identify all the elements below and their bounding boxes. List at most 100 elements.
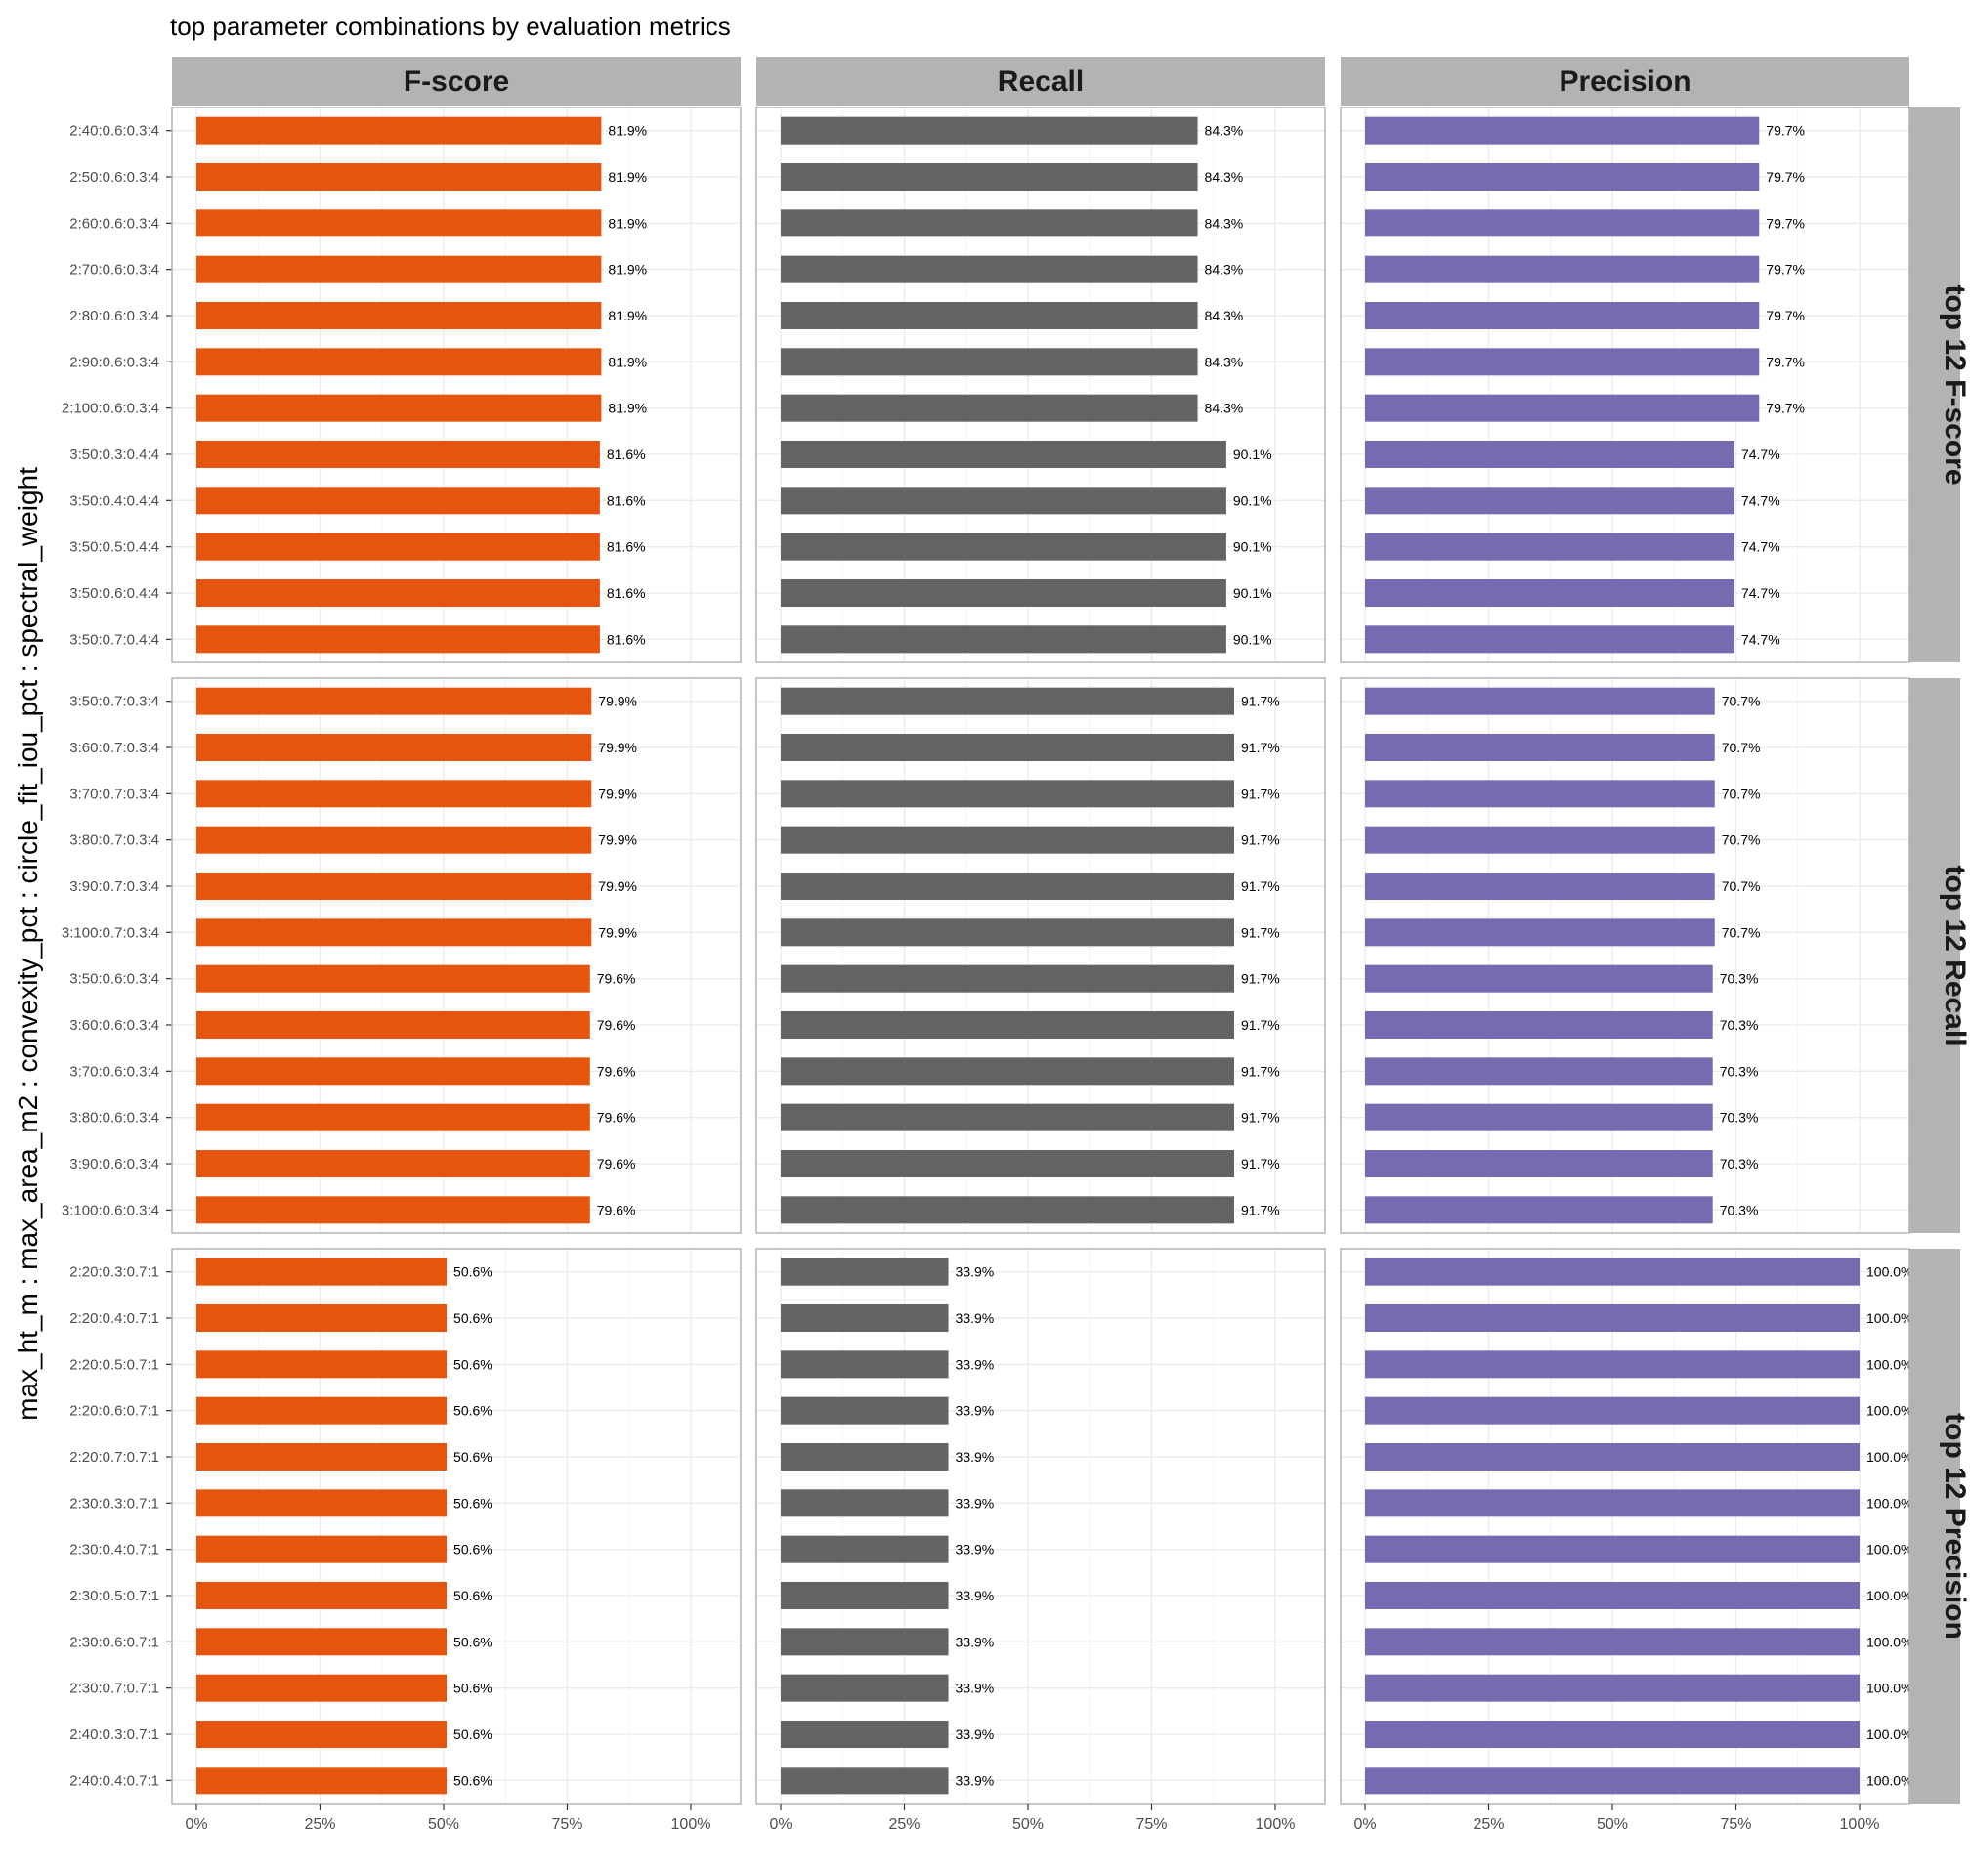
bar-value-label: 90.1% [1233,631,1272,647]
y-tick-label: 3:50:0.4:0.4:4 [69,492,159,509]
bar [781,1304,949,1332]
x-tick-label: 50% [1012,1816,1044,1833]
panel-border [171,677,742,1234]
bar [781,1535,949,1563]
bar [781,1103,1235,1131]
bar-value-label: 33.9% [956,1310,995,1326]
bar-value-label: 90.1% [1233,447,1272,462]
bar [1365,964,1713,993]
y-tick-label: 2:80:0.6:0.3:4 [69,308,159,324]
bar [1365,734,1715,761]
bar [196,734,592,761]
y-tick-label: 2:40:0.4:0.7:1 [69,1772,159,1789]
row-strip-overlay-label: top 12 Recall [1939,865,1970,1045]
y-tick-label: 2:50:0.6:0.3:4 [69,169,159,186]
bar-value-label: 79.6% [597,971,636,987]
bar [196,1628,448,1656]
bar [1365,826,1715,854]
bar [1365,1582,1860,1609]
bar-value-label: 84.3% [1205,169,1244,185]
panel-background [1341,1249,1909,1804]
bar [196,1674,448,1702]
bar [196,1258,448,1286]
y-tick-label: 2:20:0.5:0.7:1 [69,1356,159,1373]
panel-border [755,1248,1326,1805]
chart-title: top parameter combinations by evaluation… [170,12,731,41]
bar [196,1350,448,1379]
bar-value-label: 100.0% [1866,1403,1912,1419]
bar-value-label: 91.7% [1241,786,1280,801]
bar-value-label: 79.9% [598,694,637,709]
y-tick-label: 3:50:0.6:0.3:4 [69,971,159,988]
x-tick-label: 0% [769,1816,792,1833]
bar-value-label: 74.7% [1741,447,1780,462]
bar [1365,1304,1860,1332]
y-tick-label: 2:60:0.6:0.3:4 [69,215,159,232]
y-tick-label: 2:30:0.6:0.7:1 [69,1634,159,1650]
bar [1365,302,1760,329]
bar-value-label: 91.7% [1241,1156,1280,1172]
y-tick-label: 3:80:0.6:0.3:4 [69,1110,159,1127]
bar-value-label: 33.9% [956,1727,995,1742]
y-tick-label: 3:70:0.6:0.3:4 [69,1063,159,1080]
bar [196,348,602,376]
bar [781,1057,1235,1086]
bar-value-label: 79.9% [598,924,637,940]
y-tick-label: 2:20:0.6:0.7:1 [69,1403,159,1420]
bar-value-label: 100.0% [1866,1449,1912,1465]
bar [1365,1489,1860,1517]
bar-value-label: 50.6% [453,1681,492,1696]
bar [781,734,1235,761]
bar-value-label: 33.9% [956,1449,995,1465]
y-tick-label: 3:100:0.6:0.3:4 [62,1202,159,1218]
bar [196,1489,448,1517]
bar [196,487,600,515]
bar-value-label: 79.9% [598,786,637,801]
bar [1365,1258,1860,1286]
bar [1365,1628,1860,1656]
bar [1365,116,1760,145]
bar [1365,780,1715,808]
bar [196,579,600,607]
bar [196,687,592,715]
column-strip [172,57,741,106]
column-strip-label: Precision [1559,65,1691,98]
x-tick-label: 75% [1135,1816,1167,1833]
bar [1365,209,1760,237]
bar [196,394,602,422]
bar-value-label: 100.0% [1866,1588,1912,1603]
y-tick-label: 2:100:0.6:0.3:4 [62,401,159,417]
bar [781,1489,949,1517]
y-tick-label: 3:50:0.5:0.4:4 [69,539,159,556]
bar-value-label: 81.6% [607,539,646,555]
bar [1365,163,1760,191]
bar-value-label: 70.7% [1722,694,1761,709]
bar-value-label: 84.3% [1205,123,1244,139]
y-tick-label: 2:40:0.6:0.3:4 [69,123,159,140]
bar-value-label: 100.0% [1866,1356,1912,1372]
bar-value-label: 70.7% [1722,786,1761,801]
column-strip-label: Recall [998,65,1084,98]
bar-value-label: 50.6% [453,1264,492,1280]
bar-value-label: 91.7% [1241,924,1280,940]
bar [196,255,602,283]
bar [781,1150,1235,1177]
bar-value-label: 91.7% [1241,1017,1280,1033]
bar-value-label: 33.9% [956,1634,995,1649]
bar [1365,1103,1713,1131]
bar [1365,533,1734,561]
bar [781,1582,949,1609]
bar [196,1443,448,1471]
x-tick-label: 100% [1256,1816,1296,1833]
bar-value-label: 81.9% [608,123,647,139]
y-tick-label: 3:80:0.7:0.3:4 [69,832,159,849]
panel-background [756,107,1325,662]
bar-value-label: 74.7% [1741,539,1780,555]
bar-value-label: 81.9% [608,308,647,323]
y-tick-label: 3:90:0.7:0.3:4 [69,878,159,895]
bar [196,533,600,561]
bar [196,209,602,237]
y-tick-label: 2:20:0.3:0.7:1 [69,1264,159,1281]
bar-value-label: 91.7% [1241,1110,1280,1126]
row-strip-overlay [1909,678,1960,1233]
